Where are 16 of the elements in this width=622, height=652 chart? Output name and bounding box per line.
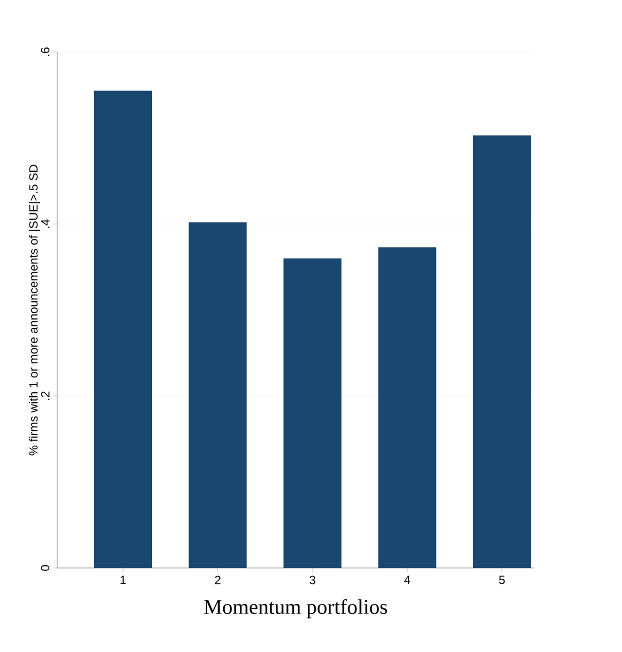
y-tick-label: .2 [41, 392, 50, 400]
x-tick-label: 4 [404, 576, 410, 584]
bar [472, 135, 531, 568]
bar [283, 258, 342, 568]
x-tick-label: 1 [120, 576, 126, 584]
x-tick-label: 2 [215, 576, 220, 584]
bar [188, 222, 247, 568]
y-tick-label: .4 [41, 219, 50, 228]
y-axis-title: % firms with 1 or more announcements of |SUE|>.5 SD [28, 164, 40, 456]
y-tick-label: 0 [40, 565, 50, 571]
bar [94, 90, 152, 568]
y-tick-label: .6 [40, 48, 50, 56]
bar [378, 247, 436, 568]
x-tick-label: 3 [310, 576, 316, 584]
x-axis-title: Momentum portfolios [204, 599, 388, 618]
x-tick-label: 5 [499, 576, 505, 584]
